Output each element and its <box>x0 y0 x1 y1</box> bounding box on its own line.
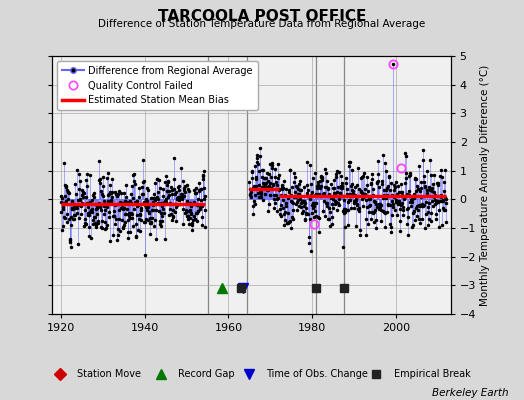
Text: TARCOOLA POST OFFICE: TARCOOLA POST OFFICE <box>158 9 366 24</box>
Text: Difference of Station Temperature Data from Regional Average: Difference of Station Temperature Data f… <box>99 19 425 29</box>
Legend: Difference from Regional Average, Quality Control Failed, Estimated Station Mean: Difference from Regional Average, Qualit… <box>57 61 258 110</box>
Text: Station Move: Station Move <box>77 369 141 379</box>
Text: Time of Obs. Change: Time of Obs. Change <box>266 369 368 379</box>
Text: Berkeley Earth: Berkeley Earth <box>432 388 508 398</box>
Y-axis label: Monthly Temperature Anomaly Difference (°C): Monthly Temperature Anomaly Difference (… <box>481 64 490 306</box>
Text: Record Gap: Record Gap <box>178 369 235 379</box>
Text: Empirical Break: Empirical Break <box>394 369 471 379</box>
